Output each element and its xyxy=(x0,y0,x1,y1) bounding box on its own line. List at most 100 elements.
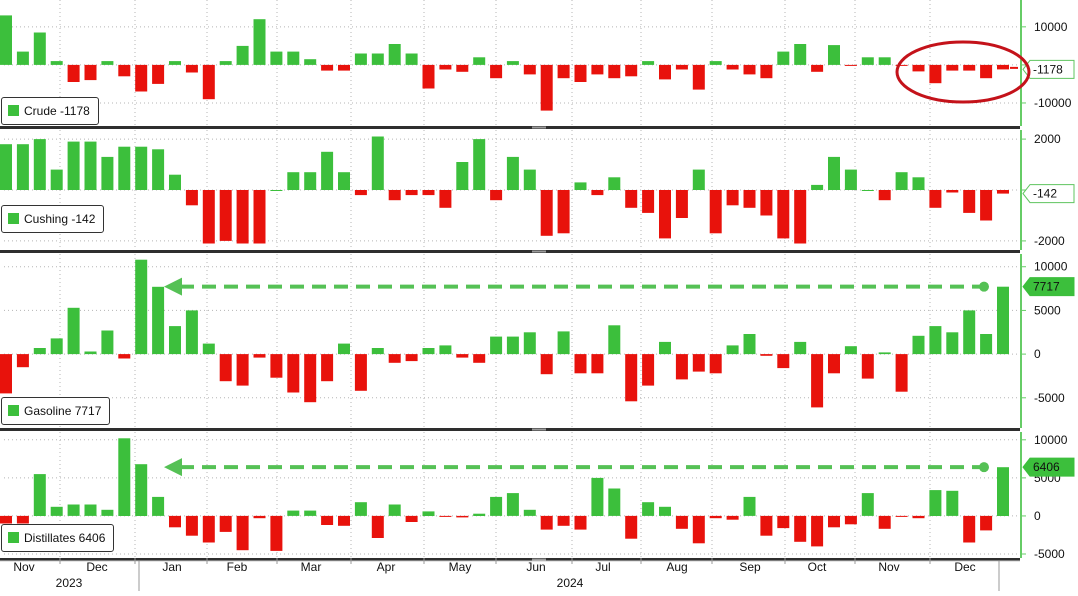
bar-gasoline xyxy=(287,354,300,393)
bar-distillates xyxy=(101,509,114,516)
bar-distillates xyxy=(33,474,46,516)
bar-distillates xyxy=(675,515,688,529)
bar-distillates xyxy=(743,496,756,516)
bar-gasoline xyxy=(574,354,587,374)
bar-crude xyxy=(828,45,840,65)
bar-distillates xyxy=(354,502,367,516)
latest-value-label: -1178 xyxy=(1033,62,1063,76)
y-tick-label: 0 xyxy=(1034,509,1041,523)
legend-swatch xyxy=(8,213,19,224)
bar-distillates xyxy=(67,504,80,516)
bar-cushing xyxy=(456,162,469,190)
bar-gasoline xyxy=(811,354,824,408)
bar-distillates xyxy=(0,515,12,524)
latest-value-tag-shape xyxy=(1022,457,1075,477)
bar-distillates xyxy=(709,515,722,519)
bar-distillates xyxy=(321,515,334,525)
bar-distillates xyxy=(963,515,976,543)
bar-gasoline xyxy=(152,286,165,355)
bar-cushing xyxy=(202,190,215,244)
bar-cushing xyxy=(50,169,63,190)
bar-crude xyxy=(16,51,29,65)
bar-distillates xyxy=(422,511,435,516)
bar-distillates xyxy=(726,515,739,520)
bar-crude xyxy=(811,64,824,72)
bar-cushing xyxy=(371,136,384,190)
bar-gasoline xyxy=(675,354,688,380)
bar-distillates xyxy=(557,515,570,526)
bar-crude xyxy=(185,64,198,73)
y-tick-label: 10000 xyxy=(1034,433,1068,447)
bar-cushing xyxy=(135,146,148,190)
annotation-arrowhead xyxy=(164,277,182,296)
bar-gasoline xyxy=(50,338,63,355)
bar-distillates xyxy=(253,515,266,519)
bar-gasoline xyxy=(270,354,283,378)
legend-cushing: Cushing -142 xyxy=(1,205,105,233)
bar-distillates xyxy=(608,488,621,516)
y-tick-label: 2000 xyxy=(1034,132,1061,146)
y-tick-label: 0 xyxy=(1034,347,1041,361)
bar-crude xyxy=(895,64,908,66)
y-tick-label: -5000 xyxy=(1034,391,1065,405)
bar-cushing xyxy=(929,190,942,208)
bar-cushing xyxy=(405,190,418,196)
bar-distillates xyxy=(861,493,874,516)
bar-gasoline xyxy=(794,341,807,355)
bar-crude xyxy=(152,64,165,84)
bar-gasoline xyxy=(760,354,773,356)
bar-gasoline xyxy=(422,348,435,355)
bar-crude xyxy=(236,45,249,65)
bar-cushing xyxy=(760,190,773,216)
bar-cushing xyxy=(473,139,486,190)
bar-crude xyxy=(625,64,638,77)
bar-cushing xyxy=(236,190,249,244)
bar-cushing xyxy=(101,156,114,190)
bar-gasoline xyxy=(895,354,908,392)
bar-gasoline xyxy=(861,354,874,379)
bar-gasoline xyxy=(135,259,148,355)
bar-distillates xyxy=(828,515,840,528)
bar-crude xyxy=(506,61,519,65)
bar-cushing xyxy=(557,190,570,234)
bar-cushing xyxy=(439,190,452,208)
bar-crude xyxy=(980,64,993,79)
bar-cushing xyxy=(675,190,688,218)
latest-value-tag: 6406 xyxy=(1022,457,1075,477)
panel-resize-handle xyxy=(532,558,546,561)
bar-gasoline xyxy=(912,335,925,355)
bar-cushing xyxy=(287,172,300,190)
bar-gasoline xyxy=(540,354,553,375)
bar-cushing xyxy=(185,190,198,206)
bar-crude xyxy=(608,64,621,79)
bar-crude xyxy=(777,51,790,65)
panel-resize-handle xyxy=(532,250,546,253)
bar-gasoline xyxy=(33,348,46,355)
bar-cushing xyxy=(963,190,976,213)
bar-crude xyxy=(456,64,469,72)
bar-cushing xyxy=(861,190,874,191)
bar-distillates xyxy=(202,515,215,543)
bar-crude xyxy=(439,64,452,70)
bar-crude xyxy=(473,57,486,65)
x-tick-label: Oct xyxy=(808,560,827,574)
bar-gasoline xyxy=(844,346,857,355)
panel-resize-handle xyxy=(532,126,546,129)
panel-cushing: 2000 -2000 -142 xyxy=(0,130,1075,253)
legend-swatch xyxy=(8,532,19,543)
bar-distillates xyxy=(304,510,317,516)
bar-gasoline xyxy=(219,354,232,382)
bar-crude xyxy=(101,61,114,65)
bar-distillates xyxy=(84,504,97,516)
bar-cushing xyxy=(777,190,790,239)
bar-distillates xyxy=(692,515,705,544)
bar-crude xyxy=(388,44,401,65)
latest-value-tag: -142 xyxy=(1022,184,1075,204)
bar-distillates xyxy=(811,515,824,547)
y-tick-label: 10000 xyxy=(1034,20,1068,34)
bar-crude xyxy=(118,64,131,77)
latest-value-label: -142 xyxy=(1033,187,1057,201)
bar-gasoline xyxy=(439,345,452,355)
bar-crude xyxy=(692,64,705,90)
